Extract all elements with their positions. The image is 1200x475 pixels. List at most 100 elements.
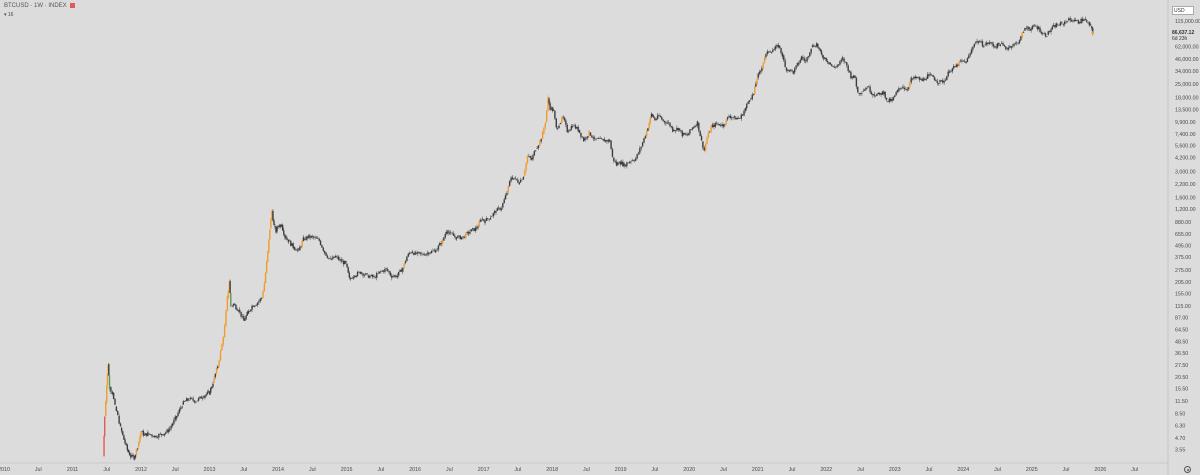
price-candle xyxy=(611,147,614,158)
price-candle xyxy=(939,79,941,85)
price-candle xyxy=(1061,21,1063,25)
gear-icon[interactable] xyxy=(1184,466,1191,473)
x-tick-label: 2025 xyxy=(1026,467,1038,473)
price-candle xyxy=(482,216,484,221)
y-tick-label: 87.00 xyxy=(1175,315,1188,321)
price-candle xyxy=(761,65,763,74)
x-tick-label: Jul xyxy=(35,467,42,473)
price-candle xyxy=(940,79,943,82)
price-candle xyxy=(959,59,962,63)
price-candle xyxy=(292,241,294,250)
price-candle xyxy=(344,260,346,265)
price-candle xyxy=(351,276,353,279)
price-candle xyxy=(1002,41,1004,46)
price-candle xyxy=(1074,17,1077,22)
price-candle xyxy=(162,434,164,436)
price-candle xyxy=(264,271,267,284)
price-candle xyxy=(487,217,489,221)
price-candle xyxy=(230,292,232,308)
price-candle xyxy=(980,39,982,43)
x-tick-label: 2023 xyxy=(889,467,901,473)
price-candle xyxy=(918,76,921,83)
price-candle xyxy=(336,254,338,259)
chart-title[interactable]: BTCUSD · 1W · INDEX xyxy=(4,3,75,9)
price-candle xyxy=(1091,26,1093,31)
price-candle xyxy=(263,281,266,292)
indicator-legend[interactable]: ▾ 16 xyxy=(4,12,13,18)
currency-selector[interactable]: USD xyxy=(1172,6,1194,15)
price-candle xyxy=(818,47,820,51)
price-candle xyxy=(598,136,600,140)
x-tick-label: Jul xyxy=(309,467,316,473)
x-tick-label: 2011 xyxy=(67,467,78,473)
price-candle xyxy=(417,250,419,257)
price-candle xyxy=(623,162,625,169)
price-candle xyxy=(218,359,220,368)
price-candle xyxy=(591,135,593,138)
price-candle xyxy=(1090,22,1092,27)
price-candle xyxy=(977,40,980,45)
price-candle xyxy=(471,227,474,232)
price-candle xyxy=(181,405,183,409)
price-candle xyxy=(269,229,271,241)
y-tick-label: 115.00 xyxy=(1175,304,1191,310)
price-candle xyxy=(248,310,251,312)
price-candle xyxy=(529,155,531,161)
price-candle xyxy=(835,66,837,70)
price-candle xyxy=(952,64,955,70)
price-candle xyxy=(134,454,137,460)
price-candle xyxy=(1053,22,1055,27)
price-candle xyxy=(954,65,956,68)
price-candle xyxy=(333,256,335,258)
price-candle xyxy=(619,160,622,167)
price-candle xyxy=(187,397,189,402)
price-candle xyxy=(455,236,457,241)
price-candle xyxy=(291,243,293,246)
price-candle xyxy=(799,58,801,64)
price-candle xyxy=(1057,23,1059,26)
price-candle xyxy=(756,77,758,86)
price-candle xyxy=(149,433,152,436)
price-candle xyxy=(369,274,371,279)
price-candle xyxy=(288,239,291,242)
price-candle xyxy=(513,178,515,180)
y-tick-label: 9,900.00 xyxy=(1175,120,1196,126)
price-candle xyxy=(399,269,401,273)
price-candle xyxy=(492,212,494,219)
price-candle xyxy=(578,129,581,134)
price-candle xyxy=(861,91,863,96)
price-candle xyxy=(636,153,638,160)
price-candle xyxy=(748,100,751,105)
price-candle xyxy=(606,139,608,144)
price-candle xyxy=(744,107,747,113)
x-tick-label: Jul xyxy=(720,467,727,473)
chevron-down-icon[interactable]: ▾ xyxy=(4,12,7,18)
chart-title-text: BTCUSD · 1W · INDEX xyxy=(4,3,67,10)
price-candle xyxy=(175,415,178,421)
price-candle xyxy=(885,97,888,102)
y-tick-label: 7,400.00 xyxy=(1175,132,1196,138)
price-candle xyxy=(937,82,940,86)
price-candle xyxy=(305,235,307,241)
price-candle xyxy=(544,121,547,131)
price-candle xyxy=(387,267,389,273)
x-tick-label: 2016 xyxy=(409,467,421,473)
price-candle xyxy=(229,279,231,294)
price-candle xyxy=(965,61,967,64)
price-candle xyxy=(459,235,462,240)
price-candle xyxy=(259,297,261,303)
price-candle xyxy=(836,63,838,69)
price-candle xyxy=(929,72,932,77)
price-candle xyxy=(493,209,496,216)
price-candle xyxy=(183,400,186,402)
price-candle xyxy=(563,116,566,122)
price-candle xyxy=(963,58,966,63)
price-candle xyxy=(717,121,719,126)
price-candle xyxy=(735,116,737,120)
y-tick-label: 48.50 xyxy=(1175,340,1188,346)
price-candle xyxy=(972,46,974,52)
price-candle xyxy=(514,176,516,181)
price-candle xyxy=(115,405,118,412)
price-candle xyxy=(924,77,926,81)
